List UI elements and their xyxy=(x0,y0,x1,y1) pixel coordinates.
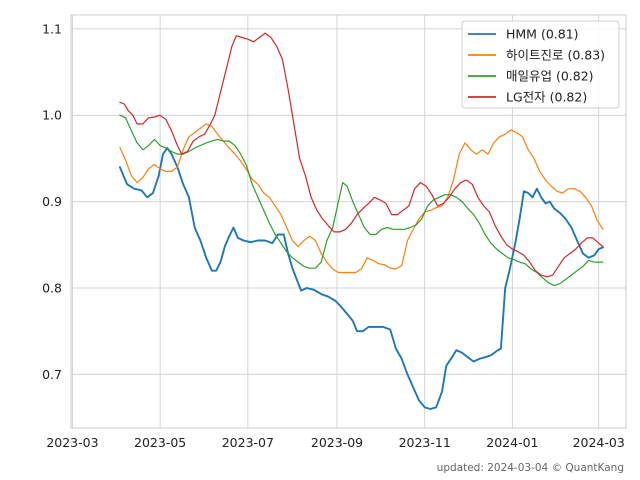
x-tick-label: 2023-03 xyxy=(46,435,98,450)
x-tick-label: 2023-07 xyxy=(222,435,274,450)
x-tick-label: 2024-03 xyxy=(573,435,625,450)
x-tick-label: 2023-05 xyxy=(134,435,186,450)
y-tick-label: 1.1 xyxy=(42,21,62,36)
legend-label: 매일유업 (0.82) xyxy=(506,69,594,84)
legend-label: 하이트진로 (0.83) xyxy=(506,48,605,63)
x-tick-label: 2024-01 xyxy=(486,435,538,450)
legend-label: LG전자 (0.82) xyxy=(506,90,587,105)
series-lines xyxy=(118,32,604,410)
legend: HMM (0.81) 하이트진로 (0.83) 매일유업 (0.82) LG전자 (0… xyxy=(461,20,620,109)
y-tick-label: 0.9 xyxy=(42,194,62,209)
x-tick-label: 2023-11 xyxy=(399,435,451,450)
y-tick-label: 0.7 xyxy=(42,367,62,382)
y-tick-label: 1.0 xyxy=(42,108,62,123)
axis-tick-labels: 2023-03 2023-05 2023-07 2023-09 2023-11 2024-… xyxy=(42,21,625,450)
legend-box xyxy=(461,20,620,109)
series-line-2 xyxy=(119,114,604,286)
series-line-1 xyxy=(119,123,604,274)
series-line-0 xyxy=(118,147,604,410)
plot-area xyxy=(70,14,627,429)
series-line-3 xyxy=(119,32,604,278)
legend-label: HMM (0.81) xyxy=(506,27,579,42)
footer-credit: updated: 2024-03-04 © QuantKang xyxy=(436,462,624,474)
y-tick-label: 0.8 xyxy=(42,281,62,296)
x-tick-label: 2023-09 xyxy=(311,435,363,450)
